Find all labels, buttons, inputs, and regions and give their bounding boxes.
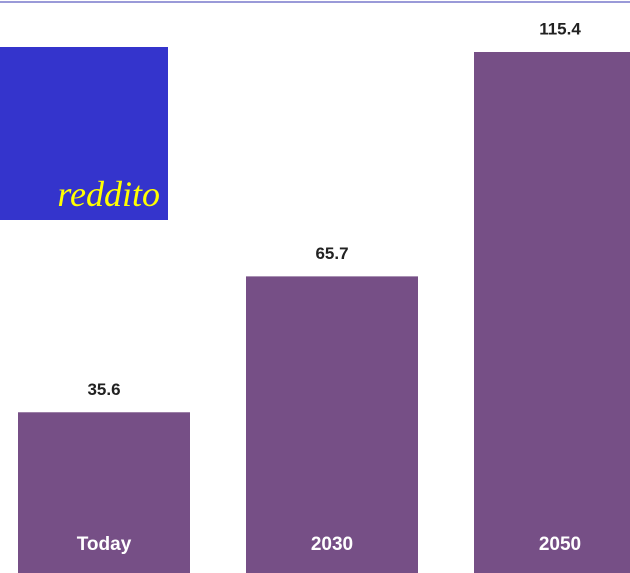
overlay-box — [0, 47, 168, 220]
category-label: 2030 — [311, 534, 353, 555]
bar — [474, 52, 630, 573]
value-label: 35.6 — [87, 380, 120, 399]
category-label: Today — [77, 534, 132, 555]
bar — [18, 412, 190, 573]
overlay-text: reddito — [57, 174, 160, 214]
value-label: 115.4 — [539, 19, 581, 38]
category-label: 2050 — [539, 534, 581, 555]
value-label: 65.7 — [315, 244, 348, 263]
bar — [246, 276, 418, 573]
